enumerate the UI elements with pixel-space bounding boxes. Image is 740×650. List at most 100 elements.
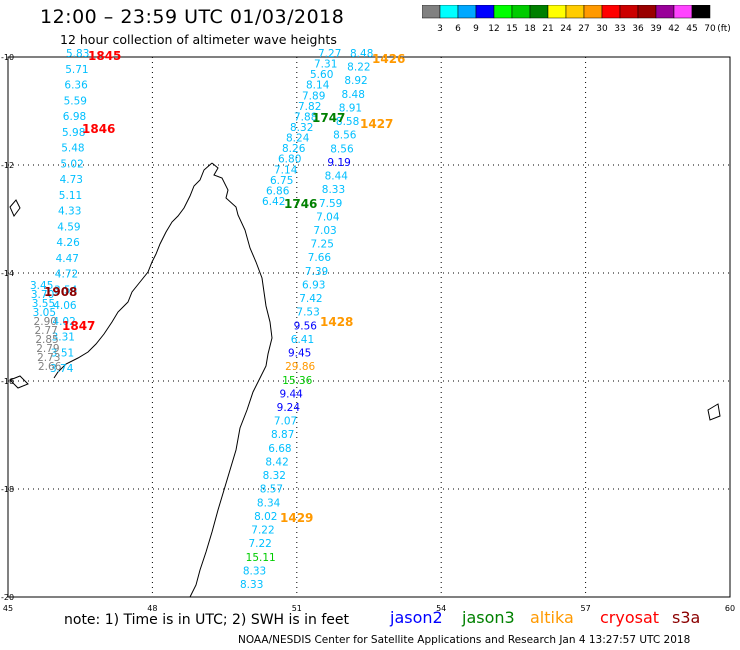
altika-track-value: 8.22	[347, 62, 370, 74]
cryosat-track-value: 5.98	[62, 127, 85, 139]
jason3-track-value: 8.14	[306, 80, 330, 92]
pass-time-cryosat: 1847	[62, 319, 95, 333]
s3a-track-value: 3.05	[33, 307, 56, 319]
lon-tick-label: 45	[3, 604, 13, 613]
cryosat-track-value: 4.47	[56, 253, 79, 265]
jason3-track-value: 8.24	[286, 133, 310, 145]
colorbar-tick: 15	[506, 24, 517, 34]
cryosat-track-value: 5.71	[65, 64, 88, 76]
jason3-track-value: 6.75	[270, 175, 293, 187]
map-frame	[7, 56, 731, 598]
colorbar-swatch	[691, 5, 711, 19]
jason3-track-value: 7.14	[274, 164, 298, 176]
altika-track-value: 8.48	[350, 48, 373, 60]
altika-track-value: 6.41	[291, 334, 314, 346]
altika-track-value: 7.66	[308, 252, 332, 264]
altika-track-value: 7.42	[299, 293, 322, 305]
pass-time-cryosat: 1845	[88, 49, 121, 63]
colorbar-tick: 18	[524, 24, 536, 34]
lon-tick-label: 51	[292, 604, 302, 613]
jason3-track-value: 5.60	[310, 69, 333, 81]
jason3-track-value: 7.89	[302, 90, 325, 102]
altika-track-value: 7.39	[305, 266, 328, 278]
lat-tick-label: -12	[1, 161, 14, 170]
altika-track-value: 8.44	[325, 171, 349, 183]
cryosat-track-value: 5.83	[66, 48, 89, 60]
altika-track-value: 15.11	[246, 552, 276, 564]
lat-tick-label: -18	[1, 485, 14, 494]
map-subtitle: 12 hour collection of altimeter wave hei…	[60, 32, 337, 47]
colorbar-tick: 21	[542, 24, 553, 34]
colorbar-tick: 42	[668, 24, 679, 34]
cryosat-track-value: 5.48	[61, 143, 84, 155]
colorbar-tick: 45	[686, 24, 697, 34]
pass-time-altika: 1426	[372, 52, 405, 66]
legend-altika: altika	[530, 608, 574, 627]
colorbar-tick: 39	[650, 24, 662, 34]
coastline-islet-1	[9, 199, 21, 217]
lat-tick-label: -14	[1, 269, 14, 278]
altika-track-value: 8.87	[271, 429, 294, 441]
pass-time-altika: 1427	[360, 117, 393, 131]
s3a-track-value: 2.66	[38, 361, 62, 373]
coastline-islet-3	[707, 403, 721, 421]
altika-track-value: 8.33	[322, 184, 345, 196]
altika-track-value: 8.56	[330, 143, 354, 155]
map-title: 12:00 – 23:59 UTC 01/03/2018	[40, 6, 345, 28]
altika-track-value: 8.34	[257, 497, 281, 509]
lon-tick-label: 54	[436, 604, 446, 613]
lon-tick-label: 48	[147, 604, 157, 613]
legend-cryosat: cryosat	[600, 608, 660, 627]
colorbar-tick: 12	[488, 24, 499, 34]
altimeter-tracks: 5.83 5.71 6.36 5.59 6.98 5.98 5.48 5.02 4.73 5.11…	[30, 48, 373, 591]
jason3-track-value: 7.88	[294, 111, 317, 123]
pass-time-jason3: 1746	[284, 197, 317, 211]
altika-track-value: 7.22	[251, 525, 274, 537]
altika-track-value: 8.33	[243, 565, 266, 577]
colorbar-tick: 70	[704, 24, 716, 34]
altika-track-value: 7.22	[248, 538, 271, 550]
lat-tick-label: -20	[1, 593, 14, 602]
pass-time-s3a: 1908	[44, 285, 77, 299]
jason3-track-value: 6.86	[266, 185, 290, 197]
lon-tick-label: 57	[581, 604, 591, 613]
jason3-track-value: 7.27	[318, 48, 341, 60]
lon-tick-label: 60	[725, 604, 735, 613]
s3a-track-value: 2.85	[35, 334, 58, 346]
cryosat-track-value: 3.31	[52, 332, 75, 344]
colorbar-tick: 30	[596, 24, 608, 34]
jason3-track-value: 8.32	[290, 122, 313, 134]
coastline-islet-2	[9, 375, 29, 389]
cryosat-track-value: 5.59	[64, 95, 87, 107]
altika-track-value: 8.02	[254, 511, 277, 523]
cryosat-track-value: 5.11	[59, 190, 82, 202]
cryosat-track-value: 3.51	[51, 347, 74, 359]
cryosat-track-value: 6.36	[64, 80, 88, 92]
altika-track-value: 8.32	[263, 470, 286, 482]
footer-credit: NOAA/NESDIS Center for Satellite Applica…	[238, 634, 691, 646]
legend-jason3: jason3	[462, 608, 515, 627]
altika-track-value: 7.07	[274, 416, 297, 428]
madagascar-coastline	[9, 162, 721, 598]
s3a-track-value: 3.45	[30, 280, 53, 292]
s3a-track-value: 2.73	[37, 352, 60, 364]
colorbar-tick: 36	[632, 24, 644, 34]
jason3-track-value: 7.82	[298, 101, 321, 113]
altika-track-value: 8.58	[336, 116, 359, 128]
jason3-track-value: 8.26	[282, 143, 306, 155]
pass-time-labels: 1845 1846 1847 1908 1426 1427 1428 1429 1747 1746	[44, 49, 405, 525]
altika-track-value: 8.92	[344, 75, 367, 87]
legend-jason2: jason2	[390, 608, 443, 627]
lat-tick-label: -16	[1, 377, 14, 386]
cryosat-track-value: 4.73	[60, 174, 83, 186]
altika-track-value: 9.45	[288, 348, 311, 360]
altika-track-value: 8.57	[260, 484, 283, 496]
pass-time-altika: 1429	[280, 511, 313, 525]
cryosat-track-value: 4.59	[57, 221, 80, 233]
lat-tick-label: -10	[1, 53, 14, 62]
cryosat-track-value: 4.02	[52, 316, 75, 328]
jason3-track-value: 7.31	[314, 59, 337, 71]
coastline-west	[53, 162, 213, 379]
s3a-track-value: 3.70	[31, 289, 54, 301]
